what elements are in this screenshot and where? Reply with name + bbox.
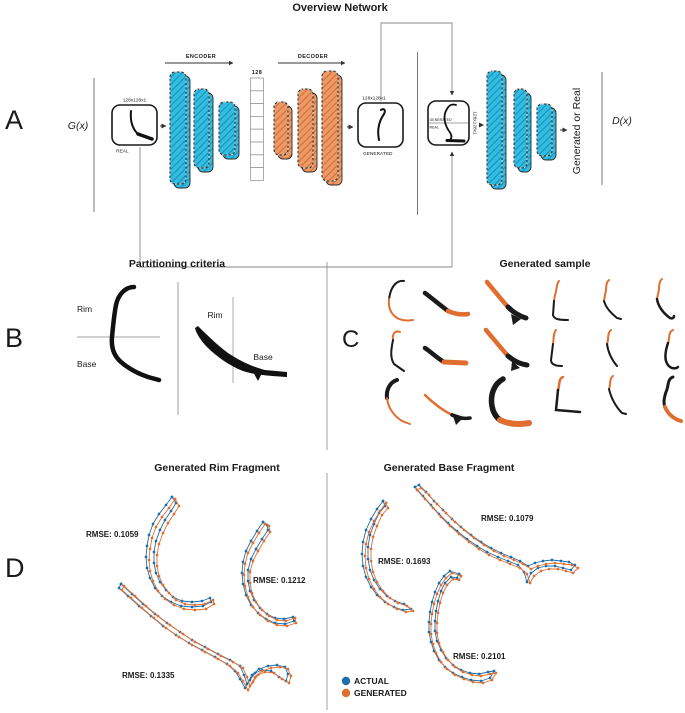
rim3-generated-outline [122, 586, 291, 690]
sample-row-2 [390, 327, 680, 372]
overview-network-title: Overview Network [292, 2, 388, 14]
discriminator-input-box: GENERATED REAL 128x128x1 [427, 100, 478, 146]
base3-actual-outline [429, 571, 494, 681]
right-sherd-profile [195, 326, 287, 377]
rmse-base-1: RMSE: 0.1693 [378, 557, 431, 566]
right-rim-label: Rim [207, 310, 222, 320]
rim-fragment-title: Generated Rim Fragment [154, 462, 280, 474]
base-fragment-1 [362, 501, 413, 612]
generated-route-line [380, 22, 455, 101]
latent-size-label: 128 [252, 70, 262, 76]
generated-sample-title: Generated sample [499, 258, 590, 270]
partition-right-profile: Rim Base [195, 297, 287, 383]
legend-generated-label: GENERATED [354, 688, 407, 698]
rmse-base-3: RMSE: 0.2101 [453, 652, 506, 661]
base2-generated-outline [417, 488, 578, 583]
decoder-label: DECODER [298, 54, 328, 60]
encoder-layer-bars [169, 71, 240, 189]
left-base-label: Base [77, 359, 97, 369]
discriminator-layer-bars [486, 70, 557, 190]
decoder-layer-bars [273, 70, 343, 186]
encoder-label: ENCODER [186, 54, 216, 60]
input-real-box: 128x128x1 REAL [111, 98, 158, 155]
sample-row-1 [387, 278, 676, 325]
panel-d-fragments: D Generated Rim Fragment Generated Base … [5, 462, 578, 710]
partitioning-title: Partitioning criteria [129, 258, 225, 270]
panel-c-generated-samples: C Generated sample [342, 258, 683, 427]
panel-d-letter: D [5, 553, 25, 583]
base1-actual-outline [362, 501, 411, 610]
base1-generated-outline [365, 503, 413, 612]
output-generated-box: 128x128x1 GENERATED [357, 96, 404, 157]
rim1-generated-outline [149, 499, 214, 610]
panel-b-partitioning: B Partitioning criteria Rim Base Rim Bas… [5, 258, 328, 450]
sample-row-3 [384, 375, 683, 427]
partition-left-profile: Rim Base [77, 284, 162, 383]
rmse-base-2: RMSE: 0.1079 [481, 514, 534, 523]
rim1-actual-outline [146, 497, 211, 607]
decoder-block: DECODER [273, 54, 346, 186]
base-fragment-title: Generated Base Fragment [384, 462, 515, 474]
rim-fragment-3 [119, 584, 291, 690]
real-route-line [139, 147, 455, 268]
input-caption: REAL [116, 149, 129, 155]
disc-generated-label: GENERATED [430, 118, 453, 122]
generated-sherd-profile [377, 108, 386, 141]
output-size-label: 128x128x1 [362, 96, 386, 102]
latent-vector: 128 [250, 70, 264, 181]
right-sherd-foot [252, 370, 263, 381]
disc-sherd-profile [443, 103, 457, 141]
base2-actual-outline [415, 485, 575, 582]
panel-a-letter: A [5, 105, 23, 135]
panel-b-letter: B [5, 323, 23, 353]
latent-cells [250, 77, 264, 181]
legend-actual-label: ACTUAL [354, 676, 389, 686]
output-caption: GENERATED [363, 151, 393, 157]
input-size-label: 128x128x1 [123, 98, 147, 104]
rim-fragment-1 [146, 497, 214, 610]
left-rim-label: Rim [77, 304, 92, 314]
real-sherd-profile-foot [136, 132, 154, 141]
disc-real-label: REAL [430, 126, 439, 130]
rmse-rim-1: RMSE: 0.1059 [86, 530, 139, 539]
rim2-generated-outline [244, 524, 296, 626]
discriminator-label: D(x) [612, 115, 632, 127]
legend-generated-dot [341, 688, 351, 698]
legend-actual-dot [341, 676, 351, 686]
base-fragment-3 [429, 571, 496, 683]
right-base-label: Base [253, 352, 273, 362]
base3-generated-outline [431, 573, 496, 683]
generator-label: G(x) [68, 120, 88, 132]
generated-or-real-label: Generated or Real [571, 88, 583, 174]
panel-c-letter: C [342, 326, 359, 353]
legend: ACTUAL GENERATED [341, 676, 407, 698]
panel-a-network-diagram: Overview Network A G(x) 128x128x1 REAL E… [5, 2, 632, 268]
left-sherd-profile [109, 284, 162, 383]
base-fragment-2 [415, 485, 578, 583]
rmse-rim-3: RMSE: 0.1335 [122, 671, 175, 680]
disc-sherd-profile-foot [445, 139, 466, 143]
disc-size-label: 128x128x1 [472, 111, 478, 135]
rim-fragment-2 [242, 522, 296, 626]
encoder-block: ENCODER [165, 54, 240, 189]
rmse-rim-2: RMSE: 0.1212 [253, 576, 306, 585]
